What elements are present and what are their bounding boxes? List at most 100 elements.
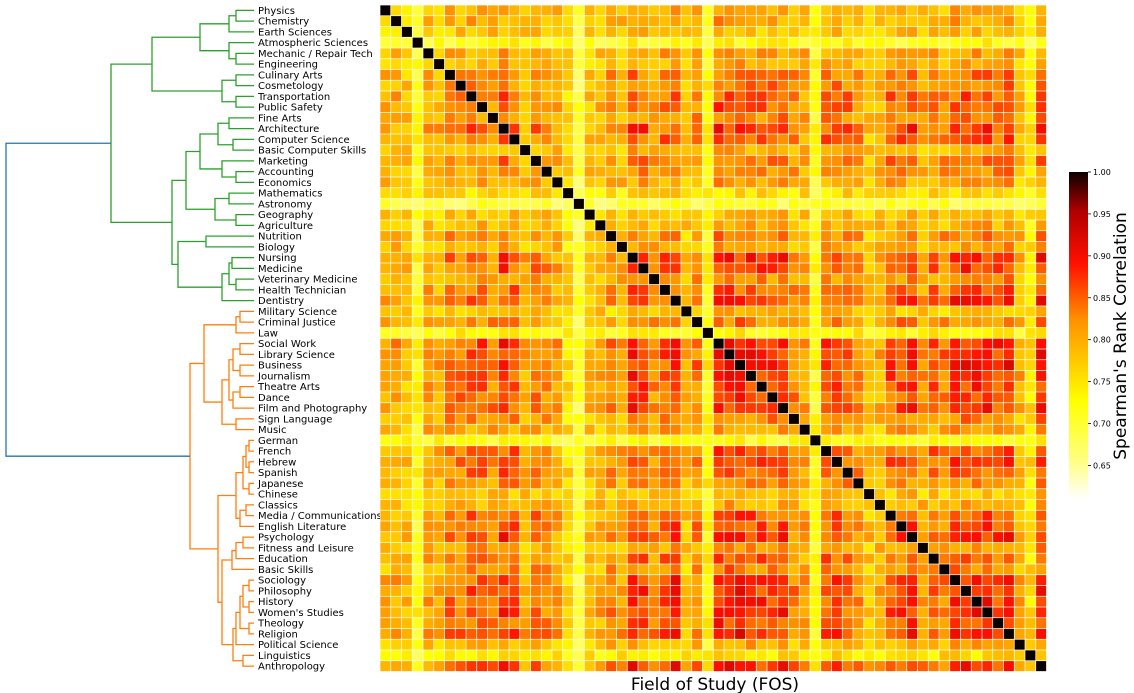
heatmap-cell <box>380 403 391 414</box>
heatmap-cell <box>391 413 402 424</box>
heatmap-cell <box>563 607 574 618</box>
heatmap-cell <box>960 274 971 285</box>
heatmap-cell <box>498 16 509 27</box>
heatmap-cell <box>638 467 649 478</box>
heatmap-cell <box>735 392 746 403</box>
heatmap-cell <box>649 478 660 489</box>
heatmap-cell <box>1036 91 1047 102</box>
row-label: Fine Arts <box>258 113 302 124</box>
heatmap-cell <box>971 628 982 639</box>
heatmap-cell <box>638 510 649 521</box>
heatmap-cell <box>756 553 767 564</box>
heatmap-cell <box>1036 26 1047 37</box>
heatmap-cell <box>681 661 692 672</box>
heatmap-cell <box>982 661 993 672</box>
heatmap-cell <box>627 252 638 263</box>
heatmap-cell <box>767 327 778 338</box>
heatmap-cell <box>702 231 713 242</box>
heatmap-cell <box>831 413 842 424</box>
heatmap-cell <box>649 607 660 618</box>
dendrogram-link <box>248 439 254 452</box>
heatmap-cell <box>896 596 907 607</box>
heatmap-cell <box>950 112 961 123</box>
heatmap-cell <box>487 370 498 381</box>
heatmap-cell <box>1003 69 1014 80</box>
heatmap-cell <box>853 381 864 392</box>
heatmap-cell <box>487 381 498 392</box>
heatmap-cell <box>928 553 939 564</box>
heatmap-cell <box>810 585 821 596</box>
heatmap-cell <box>735 639 746 650</box>
heatmap-cell <box>692 102 703 113</box>
heatmap-cell <box>778 553 789 564</box>
heatmap-cell <box>616 413 627 424</box>
heatmap-cell <box>713 628 724 639</box>
heatmap-cell <box>552 510 563 521</box>
heatmap-cell <box>466 284 477 295</box>
heatmap-cell <box>595 177 606 188</box>
heatmap-cell <box>649 661 660 672</box>
heatmap-cell <box>724 112 735 123</box>
heatmap-cell <box>885 327 896 338</box>
heatmap-cell <box>466 564 477 575</box>
heatmap-cell <box>874 155 885 166</box>
heatmap-cell <box>1014 317 1025 328</box>
heatmap-cell <box>552 478 563 489</box>
heatmap-cell <box>821 413 832 424</box>
heatmap-cell <box>939 263 950 274</box>
heatmap-cell <box>498 403 509 414</box>
heatmap-cell <box>670 413 681 424</box>
heatmap-cell <box>767 16 778 27</box>
heatmap-cell <box>638 542 649 553</box>
heatmap-cell <box>831 5 842 16</box>
heatmap-cell <box>907 209 918 220</box>
row-label: Media / Communications <box>258 511 382 522</box>
heatmap-cell <box>563 5 574 16</box>
heatmap-cell <box>896 618 907 629</box>
heatmap-cell <box>380 220 391 231</box>
heatmap-cell <box>627 607 638 618</box>
heatmap-cell <box>391 209 402 220</box>
heatmap-cell <box>520 112 531 123</box>
heatmap-cell <box>563 360 574 371</box>
heatmap-cell <box>520 145 531 156</box>
heatmap-cell <box>1014 80 1025 91</box>
heatmap-cell <box>778 596 789 607</box>
heatmap-cell <box>380 263 391 274</box>
heatmap-cell <box>401 80 412 91</box>
heatmap-cell <box>735 26 746 37</box>
heatmap-cell <box>907 532 918 543</box>
heatmap-cell <box>778 499 789 510</box>
heatmap-cell <box>917 392 928 403</box>
heatmap-cell <box>874 263 885 274</box>
heatmap-cell <box>874 188 885 199</box>
heatmap-cell <box>874 650 885 661</box>
heatmap-cell <box>788 26 799 37</box>
heatmap-cell <box>1014 446 1025 457</box>
heatmap-cell <box>756 424 767 435</box>
heatmap-cell <box>487 252 498 263</box>
heatmap-cell <box>1025 102 1036 113</box>
heatmap-cell <box>735 456 746 467</box>
heatmap-cell <box>692 575 703 586</box>
heatmap-cell <box>477 338 488 349</box>
heatmap-cell <box>595 370 606 381</box>
heatmap-cell <box>487 241 498 252</box>
heatmap-cell <box>412 59 423 70</box>
heatmap-cell <box>670 467 681 478</box>
heatmap-cell <box>1036 435 1047 446</box>
heatmap-cell <box>573 209 584 220</box>
heatmap-cell <box>616 26 627 37</box>
heatmap-cell <box>810 564 821 575</box>
heatmap-cell <box>423 446 434 457</box>
heatmap-cell <box>1014 338 1025 349</box>
heatmap-cell <box>853 80 864 91</box>
heatmap-cell <box>799 435 810 446</box>
heatmap-cell <box>917 252 928 263</box>
heatmap-cell <box>821 628 832 639</box>
heatmap-cell <box>885 628 896 639</box>
heatmap-cell <box>896 510 907 521</box>
heatmap-cell <box>401 91 412 102</box>
heatmap-cell <box>563 16 574 27</box>
heatmap-cell <box>767 413 778 424</box>
